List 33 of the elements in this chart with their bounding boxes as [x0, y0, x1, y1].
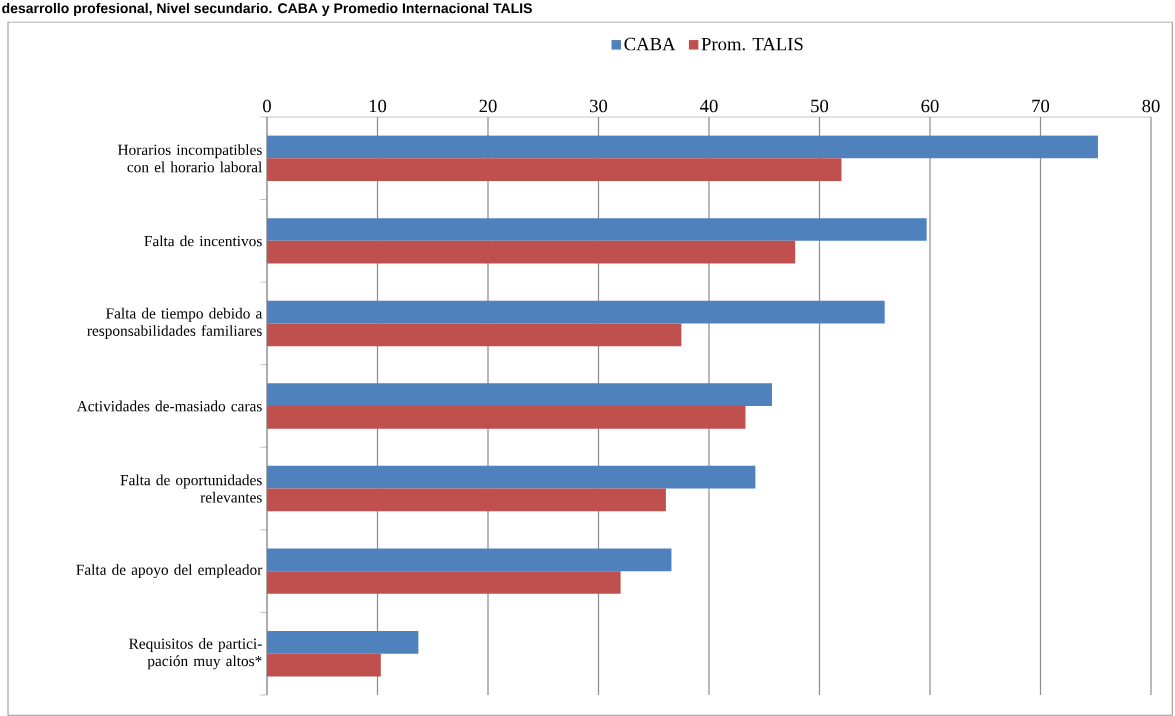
y-tick-label: Actividades de-masiado caras: [76, 400, 262, 412]
bar: [267, 135, 1098, 159]
x-tick-label: 30: [590, 99, 608, 113]
bar: [267, 548, 672, 572]
y-tick-label: Horarios incompatibles con el horario laboral: [117, 144, 262, 173]
bar: [267, 383, 772, 406]
x-tick-label: 60: [921, 99, 939, 113]
bar: [267, 218, 927, 241]
y-tick-label: Falta de incentivos: [144, 235, 262, 247]
bar: [267, 571, 621, 594]
bar: [267, 323, 682, 347]
legend-label: CABA: [624, 37, 676, 51]
legend-label: Prom. TALIS: [701, 37, 803, 51]
x-tick-label: 50: [811, 99, 829, 113]
x-tick-label: 40: [700, 99, 718, 113]
bar: [267, 406, 746, 429]
bar: [267, 488, 666, 512]
bar: [267, 465, 756, 489]
bar: [267, 653, 381, 677]
y-tick-label: Falta de apoyo del empleador: [76, 564, 263, 579]
bar: [267, 300, 885, 324]
x-tick-label: 0: [263, 99, 271, 113]
y-tick-label: Falta de oportunidades relevantes: [120, 474, 262, 503]
x-tick-label: 80: [1142, 99, 1160, 113]
bar: [267, 631, 419, 654]
chart-title: desarrollo profesional, Nivel secundario. CABA y Promedio Internacional TALIS: [2, 2, 532, 16]
y-tick-label: Requisitos de partici-pación muy altos*: [129, 638, 262, 670]
y-tick-label: Falta de tiempo debido a responsabilidades familiares: [87, 307, 263, 340]
bar: [267, 240, 796, 264]
x-tick-label: 10: [369, 99, 387, 113]
bar: [267, 158, 842, 181]
x-tick-label: 70: [1032, 99, 1050, 113]
x-tick-label: 20: [479, 99, 497, 113]
